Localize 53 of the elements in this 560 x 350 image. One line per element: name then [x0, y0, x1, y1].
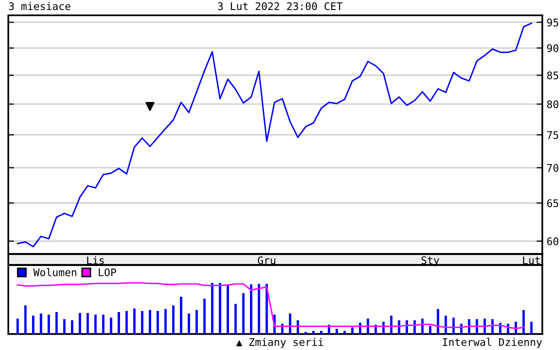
bar: [102, 314, 104, 334]
bar: [320, 330, 322, 334]
x-tick-label: Lis: [87, 256, 104, 264]
bar: [226, 285, 229, 334]
x-tick-label: Gru: [258, 256, 276, 264]
legend-label: Wolumen: [33, 268, 76, 276]
y-tick-label: 75: [547, 131, 558, 139]
bar: [133, 308, 136, 334]
x-tick-label: Sty: [422, 256, 440, 266]
chart-title: 3 miesiace: [8, 2, 70, 10]
y-tick-label: 60: [547, 237, 558, 246]
bar: [141, 311, 144, 334]
bar: [63, 319, 66, 334]
bar: [125, 311, 128, 334]
y-tick-label: 80: [547, 100, 558, 108]
y-tick-label: 85: [547, 71, 558, 80]
bar: [180, 296, 182, 334]
bar: [444, 316, 447, 334]
legend-label: LOP: [98, 268, 116, 276]
y-tick-label: 90: [547, 44, 558, 52]
y-tick-label: 70: [547, 164, 558, 172]
bar: [32, 316, 34, 334]
bar: [476, 319, 478, 334]
line-series: [16, 22, 532, 248]
bar: [484, 318, 486, 334]
bar: [336, 328, 338, 334]
bar: [234, 304, 237, 334]
y-tick-label: 65: [547, 199, 558, 208]
bar: [522, 310, 525, 334]
bar: [118, 312, 120, 334]
bar: [156, 311, 159, 334]
text: Interwal Dzienny: [442, 338, 542, 348]
bar: [351, 327, 354, 334]
bar: [16, 318, 19, 334]
bar: [211, 282, 214, 334]
bar: [78, 313, 82, 334]
bar: [250, 284, 252, 334]
bar: [196, 310, 198, 334]
bar: [172, 305, 174, 334]
text: ▲ Zmiany serii: [236, 338, 324, 348]
x-tick-label: Lut: [523, 256, 540, 264]
bar: [86, 313, 89, 334]
bar: [242, 293, 245, 334]
bar: [390, 316, 392, 334]
bar: [266, 284, 268, 334]
bar: [530, 322, 533, 334]
bar: [188, 314, 190, 334]
y-tick-label: 95: [547, 18, 558, 26]
bar: [48, 314, 50, 334]
bar: [288, 314, 292, 334]
bar: [70, 320, 74, 334]
bar: [429, 326, 432, 334]
chart-subtitle: 3 Lut 2022 23:00 CET: [218, 2, 342, 10]
